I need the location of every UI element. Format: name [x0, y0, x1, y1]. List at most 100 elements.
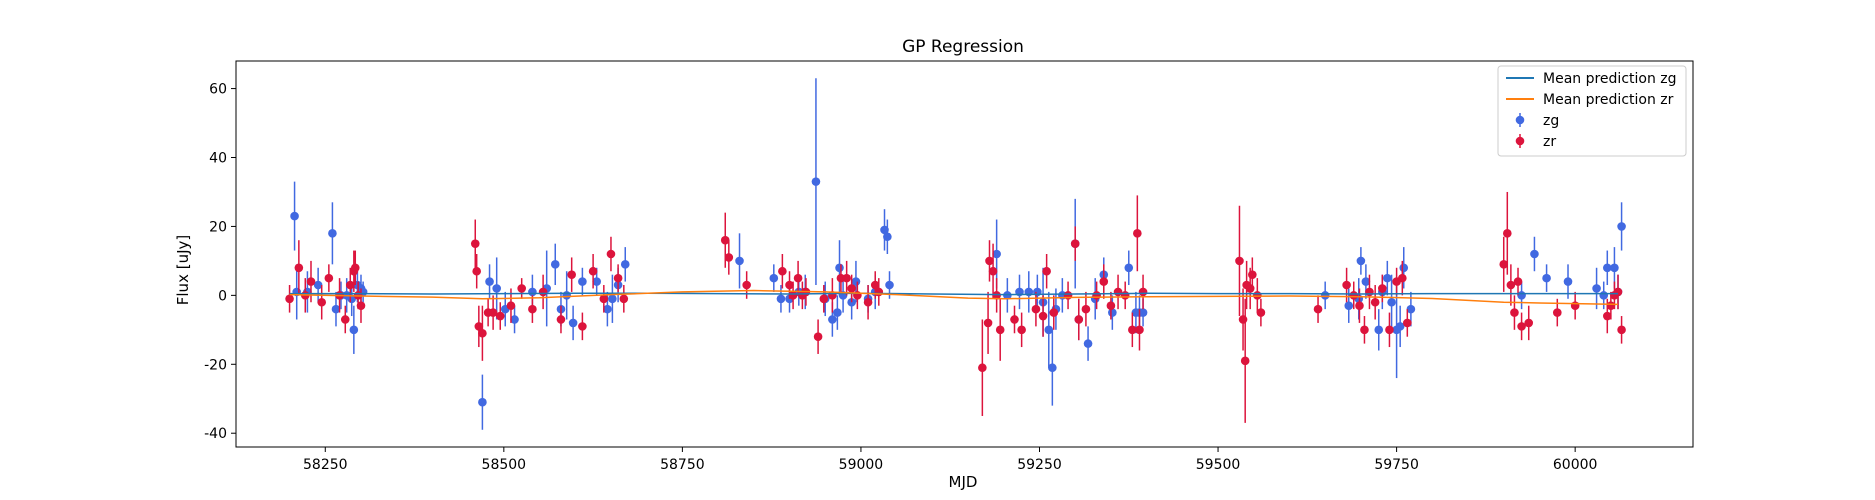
data-point: [1138, 287, 1148, 297]
data-point: [568, 318, 578, 328]
data-point: [613, 273, 623, 283]
data-point: [517, 284, 526, 293]
data-point: [1133, 229, 1142, 238]
data-point: [1355, 301, 1364, 310]
data-point: [1042, 266, 1051, 276]
data-point: [1610, 263, 1619, 273]
data-point: [1031, 304, 1041, 314]
data-point: [1099, 277, 1109, 286]
data-point: [1513, 277, 1523, 286]
data-point: [1378, 284, 1387, 293]
mean-prediction-line: [289, 289, 1619, 306]
x-tick-label: 58500: [482, 457, 527, 473]
data-point: [1563, 277, 1573, 286]
data-point: [863, 297, 873, 307]
data-point: [506, 301, 516, 310]
legend-label: Mean prediction zg: [1543, 71, 1677, 87]
data-point: [1106, 301, 1116, 310]
data-point: [620, 260, 630, 269]
data-point: [735, 256, 744, 266]
data-point: [340, 315, 350, 324]
data-point: [793, 273, 803, 283]
data-point: [470, 239, 480, 248]
data-point: [350, 263, 360, 273]
legend-label: zr: [1543, 134, 1556, 150]
data-point: [1313, 304, 1323, 314]
data-point: [528, 287, 537, 297]
data-point: [1083, 339, 1093, 348]
data-point: [870, 280, 880, 290]
data-point: [1238, 315, 1248, 324]
data-point: [1602, 311, 1612, 321]
data-point: [847, 284, 856, 293]
data-point: [1010, 315, 1019, 324]
y-tick-label: -40: [204, 426, 227, 442]
data-point: [619, 294, 629, 304]
data-point: [556, 315, 566, 324]
data-point: [1499, 260, 1509, 269]
data-point: [1374, 325, 1384, 335]
data-point: [1320, 291, 1330, 300]
data-point: [562, 291, 571, 300]
data-point: [1361, 277, 1371, 286]
data-point: [1349, 291, 1359, 300]
data-point: [742, 280, 751, 290]
data-point: [842, 273, 851, 283]
data-point: [1385, 325, 1394, 335]
data-point: [1049, 308, 1059, 317]
data-point: [988, 266, 998, 276]
data-point: [1253, 291, 1262, 300]
legend-marker-swatch: [1515, 115, 1525, 125]
data-point: [1617, 222, 1626, 231]
data-point: [992, 291, 1001, 300]
data-point: [510, 315, 519, 324]
data-point: [1524, 318, 1534, 328]
y-axis-label: Flux [uJy]: [174, 235, 192, 305]
data-point: [885, 280, 894, 290]
data-point: [1403, 318, 1412, 328]
data-point: [1120, 291, 1130, 300]
data-point: [588, 266, 598, 276]
data-point: [769, 273, 779, 283]
data-point: [1517, 322, 1526, 331]
data-point: [345, 280, 355, 290]
data-point: [983, 318, 993, 328]
data-point: [785, 280, 794, 290]
y-tick-label: 0: [218, 288, 227, 304]
data-point: [1128, 325, 1137, 335]
data-point: [1256, 308, 1266, 317]
data-point: [578, 277, 587, 286]
data-point: [776, 294, 786, 304]
data-point: [495, 311, 505, 321]
data-point: [285, 294, 294, 304]
data-point: [528, 304, 537, 314]
x-tick-label: 59750: [1374, 457, 1419, 473]
data-point: [819, 294, 829, 304]
data-point: [488, 308, 498, 317]
data-point: [603, 304, 612, 314]
data-point: [331, 304, 341, 314]
data-point: [883, 232, 892, 242]
data-point: [1074, 315, 1084, 324]
data-point: [328, 229, 337, 238]
data-point: [474, 322, 484, 331]
data-point: [1387, 297, 1396, 307]
data-point: [1365, 287, 1374, 297]
mean-prediction-line: [289, 292, 1619, 296]
data-point: [1510, 308, 1519, 317]
data-point: [1592, 284, 1601, 293]
x-tick-label: 58750: [660, 457, 705, 473]
x-tick-label: 59500: [1196, 457, 1241, 473]
data-point: [1344, 301, 1354, 310]
x-tick-label: 59250: [1017, 457, 1062, 473]
data-point: [1356, 256, 1366, 266]
data-point: [1395, 322, 1405, 331]
data-point: [811, 177, 821, 186]
x-axis-label: MJD: [949, 473, 978, 491]
data-point: [317, 297, 327, 307]
data-point: [1599, 291, 1609, 300]
data-point: [1399, 263, 1409, 273]
data-point: [294, 263, 304, 273]
data-point: [478, 397, 487, 407]
data-point: [995, 325, 1005, 335]
